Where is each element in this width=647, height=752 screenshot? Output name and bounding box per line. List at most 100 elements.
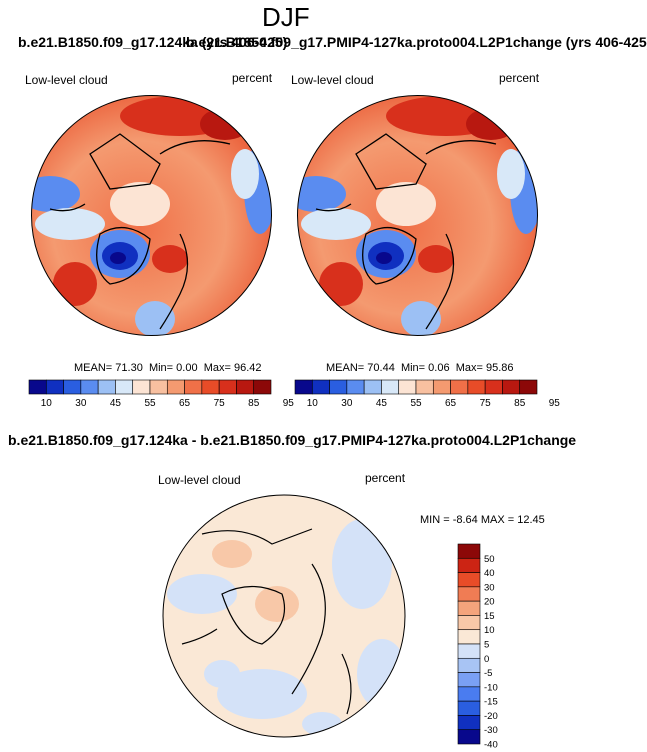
right-stats: MEAN= 70.44 Min= 0.06 Max= 95.86	[326, 362, 514, 374]
diff-min-label: MIN =	[420, 514, 450, 526]
diff-colorbar-swatch	[457, 729, 481, 745]
left-colorbar-swatch	[63, 379, 82, 395]
left-colorbar-swatch	[166, 379, 185, 395]
diff-colorbar-swatch	[457, 686, 481, 702]
left-colorbar-swatch	[201, 379, 220, 395]
right-colorbar-swatch	[450, 379, 469, 395]
left-colorbar-tick-label: 55	[144, 398, 156, 409]
diff-colorbar-swatch	[457, 600, 481, 616]
diff-colorbar-tick-label: -20	[484, 711, 498, 722]
right-colorbar-swatch	[519, 379, 538, 395]
diff-colorbar-swatch	[457, 572, 481, 588]
right-min-label: Min=	[400, 362, 426, 374]
diff-colorbar-swatch	[457, 543, 481, 559]
right-mean-value: 70.44	[367, 362, 395, 374]
right-max-label: Max=	[455, 362, 483, 374]
diff-colorbar-tick-label: 5	[484, 640, 489, 651]
diff-colorbar-tick-label: -15	[484, 697, 498, 708]
diff-colorbar-swatch	[457, 715, 481, 731]
left-mean-label: MEAN=	[74, 362, 113, 374]
left-colorbar-swatch	[218, 379, 237, 395]
diff-units-label: percent	[365, 471, 406, 485]
left-colorbar-swatch	[28, 379, 47, 395]
diff-colorbar-tick-label: 30	[484, 582, 495, 593]
right-colorbar-tick-label: 65	[445, 398, 457, 409]
diff-colorbar-swatch	[457, 615, 481, 631]
diff-colorbar-tick-label: 0	[484, 654, 489, 665]
left-colorbar-swatch	[80, 379, 99, 395]
diff-colorbar-swatch	[457, 629, 481, 645]
diff-colorbar-swatch	[457, 586, 481, 602]
left-colorbar-tick-label: 85	[248, 398, 260, 409]
right-colorbar-swatch	[415, 379, 434, 395]
diff-title: b.e21.B1850.f09_g17.124ka - b.e21.B1850.…	[8, 432, 577, 448]
left-colorbar-tick-label: 65	[179, 398, 191, 409]
right-colorbar-swatch	[484, 379, 503, 395]
right-colorbar-tick-label: 10	[307, 398, 319, 409]
right-colorbar-tick-label: 30	[341, 398, 353, 409]
diff-colorbar-swatch	[457, 643, 481, 659]
right-case-title: b.e21.B1850.f09_g17.PMIP4-127ka.proto004…	[186, 34, 647, 50]
diff-colorbar-tick-label: -30	[484, 725, 498, 736]
left-max-label: Max=	[203, 362, 231, 374]
left-colorbar-swatch	[236, 379, 255, 395]
right-units-label: percent	[499, 71, 540, 85]
diff-min-value: -8.64	[452, 514, 478, 526]
right-colorbar-swatch	[381, 379, 400, 395]
right-mean-label: MEAN=	[326, 362, 365, 374]
left-max-value: 96.42	[233, 362, 262, 374]
diff-colorbar-tick-label: 15	[484, 611, 495, 622]
right-max-value: 95.86	[485, 362, 514, 374]
left-colorbar-swatch	[115, 379, 134, 395]
diff-colorbar-tick-label: 10	[484, 625, 495, 636]
left-units-label: percent	[232, 71, 273, 85]
left-min-label: Min=	[148, 362, 174, 374]
left-colorbar-swatch	[149, 379, 168, 395]
diff-variable-label: Low-level cloud	[158, 473, 241, 487]
diff-colorbar-tick-label: 50	[484, 554, 495, 565]
left-colorbar-swatch	[97, 379, 116, 395]
left-colorbar-swatch	[253, 379, 272, 395]
left-colorbar-tick-label: 95	[283, 398, 295, 409]
left-colorbar-swatch	[45, 379, 64, 395]
diff-colorbar-tick-label: -40	[484, 740, 498, 751]
diff-max-value: 12.45	[517, 514, 545, 526]
left-polar-map	[31, 95, 272, 336]
right-colorbar-swatch	[467, 379, 486, 395]
left-case-title: b.e21.B1850.f09_g17.124ka (yrs 406-425)	[18, 34, 288, 50]
diff-colorbar-tick-label: 40	[484, 568, 495, 579]
diff-colorbar-swatch	[457, 700, 481, 716]
left-colorbar-tick-label: 30	[75, 398, 87, 409]
diff-colorbar-tick-label: -5	[484, 668, 492, 679]
diff-polar-map	[162, 494, 406, 738]
diff-colorbar-tick-label: 20	[484, 597, 495, 608]
diff-colorbar-swatch	[457, 672, 481, 688]
left-variable-label: Low-level cloud	[25, 73, 108, 87]
left-min-value: 0.00	[176, 362, 198, 374]
left-colorbar-tick-label: 10	[41, 398, 53, 409]
right-variable-label: Low-level cloud	[291, 73, 374, 87]
diff-colorbar-swatch	[457, 557, 481, 573]
left-colorbar-swatch	[184, 379, 203, 395]
right-colorbar-tick-label: 45	[376, 398, 388, 409]
right-colorbar-swatch	[363, 379, 382, 395]
diff-colorbar-swatch	[457, 657, 481, 673]
diff-colorbar-tick-label: -10	[484, 682, 498, 693]
right-colorbar-tick-label: 95	[549, 398, 561, 409]
left-colorbar: 10 30 45 55 65 75 85 95	[28, 379, 294, 409]
left-colorbar-tick-label: 75	[214, 398, 226, 409]
left-mean-value: 71.30	[115, 362, 143, 374]
diff-stats: MIN = -8.64 MAX = 12.45	[420, 514, 545, 526]
left-colorbar-swatch	[132, 379, 151, 395]
right-colorbar-swatch	[346, 379, 365, 395]
right-colorbar-swatch	[502, 379, 521, 395]
right-min-value: 0.06	[428, 362, 450, 374]
left-stats: MEAN= 71.30 Min= 0.00 Max= 96.42	[74, 362, 262, 374]
right-colorbar-swatch	[398, 379, 417, 395]
diff-max-label: MAX =	[480, 514, 515, 526]
right-polar-map	[297, 95, 538, 336]
right-colorbar-swatch	[329, 379, 348, 395]
right-colorbar-swatch	[432, 379, 451, 395]
right-colorbar: 10 30 45 55 65 75 85 95	[294, 379, 560, 409]
